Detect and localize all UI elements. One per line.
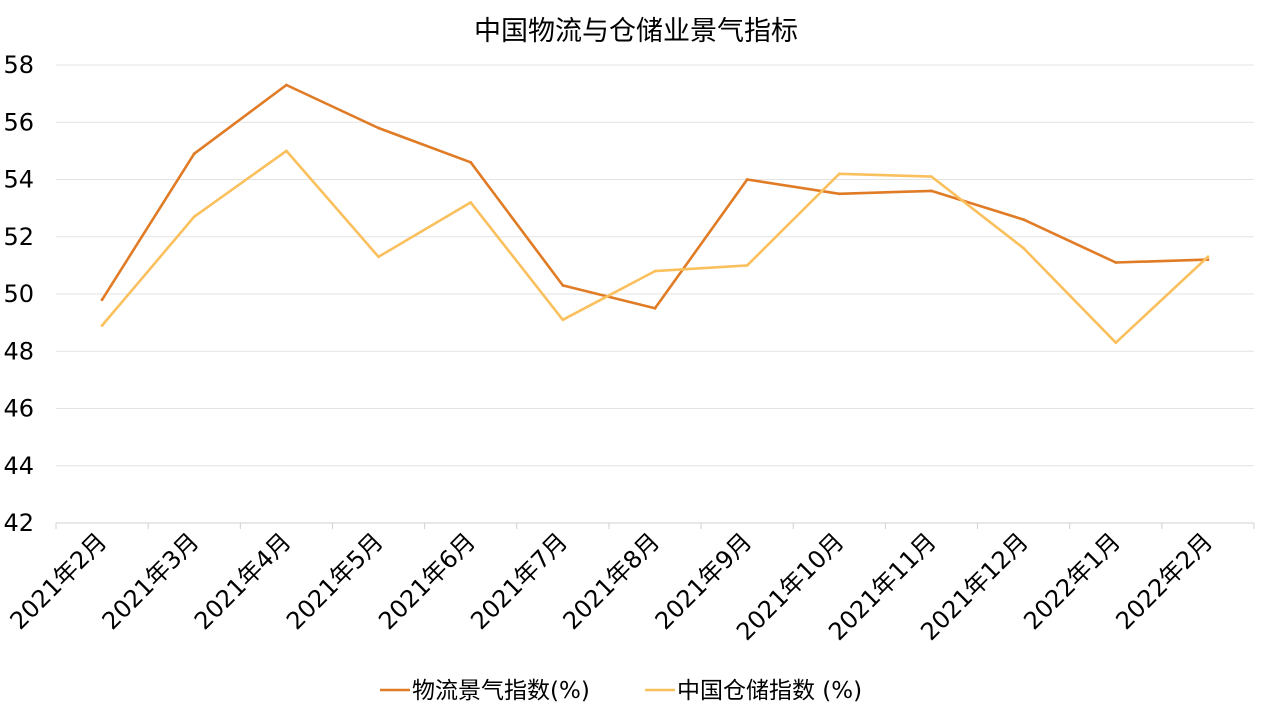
data-point	[1114, 341, 1118, 345]
x-tick-label: 2022年1月	[1018, 527, 1126, 635]
gridlines	[56, 64, 1254, 467]
data-point	[930, 189, 933, 193]
y-tick-label: 56	[3, 108, 34, 136]
data-point	[837, 192, 841, 196]
x-axis	[55, 522, 1255, 529]
y-tick-label: 54	[3, 166, 34, 194]
x-tick-label: 2021年2月	[5, 527, 113, 635]
x-tick-label: 2021年6月	[373, 527, 481, 635]
x-axis-tick-labels: 2021年2月2021年3月2021年4月2021年5月2021年6月2021年…	[5, 527, 1219, 646]
data-point	[561, 284, 565, 287]
data-point	[561, 318, 565, 322]
data-point	[377, 126, 380, 130]
data-point	[469, 160, 473, 164]
data-point	[377, 255, 380, 259]
data-point	[930, 175, 933, 179]
y-tick-label: 46	[3, 395, 34, 423]
data-point	[653, 269, 657, 273]
y-axis-tick-labels: 58 56 54 52 50 48 46 44 42	[3, 51, 34, 537]
data-point	[1114, 261, 1118, 264]
y-tick-label: 52	[3, 223, 34, 251]
data-point	[469, 201, 473, 204]
data-point	[284, 83, 288, 87]
data-point	[192, 215, 196, 219]
data-point	[1022, 218, 1026, 221]
series-lines	[100, 83, 1210, 345]
legend: 物流景气指数(%) 中国仓储指数 (%)	[380, 678, 862, 704]
x-tick-label: 2021年8月	[558, 527, 666, 635]
x-tick-label: 2021年5月	[281, 527, 389, 635]
x-tick-label: 2021年3月	[97, 527, 205, 635]
data-point	[1206, 255, 1210, 259]
x-tick-label: 2021年7月	[465, 527, 573, 635]
y-tick-label: 44	[3, 452, 34, 480]
series-line-1	[100, 83, 1210, 310]
legend-label: 中国仓储指数 (%)	[677, 678, 862, 704]
x-tick-label: 2021年4月	[189, 527, 297, 635]
data-point	[100, 324, 104, 327]
legend-label: 物流景气指数(%)	[412, 678, 590, 704]
y-tick-label: 42	[3, 509, 34, 537]
data-point	[837, 172, 841, 176]
data-point	[745, 178, 749, 181]
x-tick-label: 2022年2月	[1110, 527, 1218, 635]
data-point	[100, 298, 104, 302]
data-point	[192, 152, 196, 156]
data-point	[653, 306, 657, 310]
data-point	[284, 149, 288, 153]
chart-title: 中国物流与仓储业景气指标	[474, 16, 798, 47]
y-tick-label: 48	[3, 337, 34, 365]
y-tick-label: 50	[3, 280, 34, 308]
data-point	[745, 263, 749, 267]
y-tick-label: 58	[3, 51, 34, 79]
data-point	[1022, 246, 1026, 250]
